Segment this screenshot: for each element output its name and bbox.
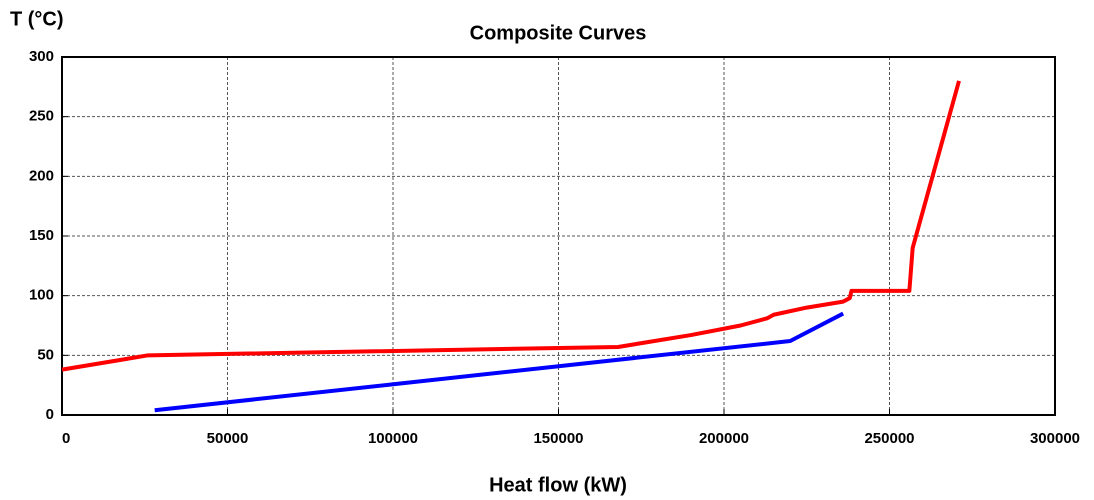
x-tick-label: 50000 [207,430,249,447]
y-tick-label: 0 [46,406,54,423]
y-tick-label: 50 [37,346,54,363]
x-tick-label: 300000 [1030,430,1080,447]
x-tick-label: 100000 [368,430,418,447]
x-tick-label: 0 [62,430,70,447]
y-tick-label: 150 [29,227,54,244]
y-tick-label: 300 [29,48,54,65]
x-tick-label: 200000 [699,430,749,447]
x-tick-label: 150000 [533,430,583,447]
y-axis-label: T (°C) [10,8,64,30]
line-series [61,80,961,372]
plot-frame [61,56,1056,416]
chart-title: Composite Curves [470,22,647,44]
y-tick-label: 200 [29,167,54,184]
line-series [154,311,845,413]
y-tick-label: 250 [29,108,54,125]
x-axis-label: Heat flow (kW) [489,474,627,496]
x-tick-label: 250000 [864,430,914,447]
y-tick-label: 100 [29,287,54,304]
